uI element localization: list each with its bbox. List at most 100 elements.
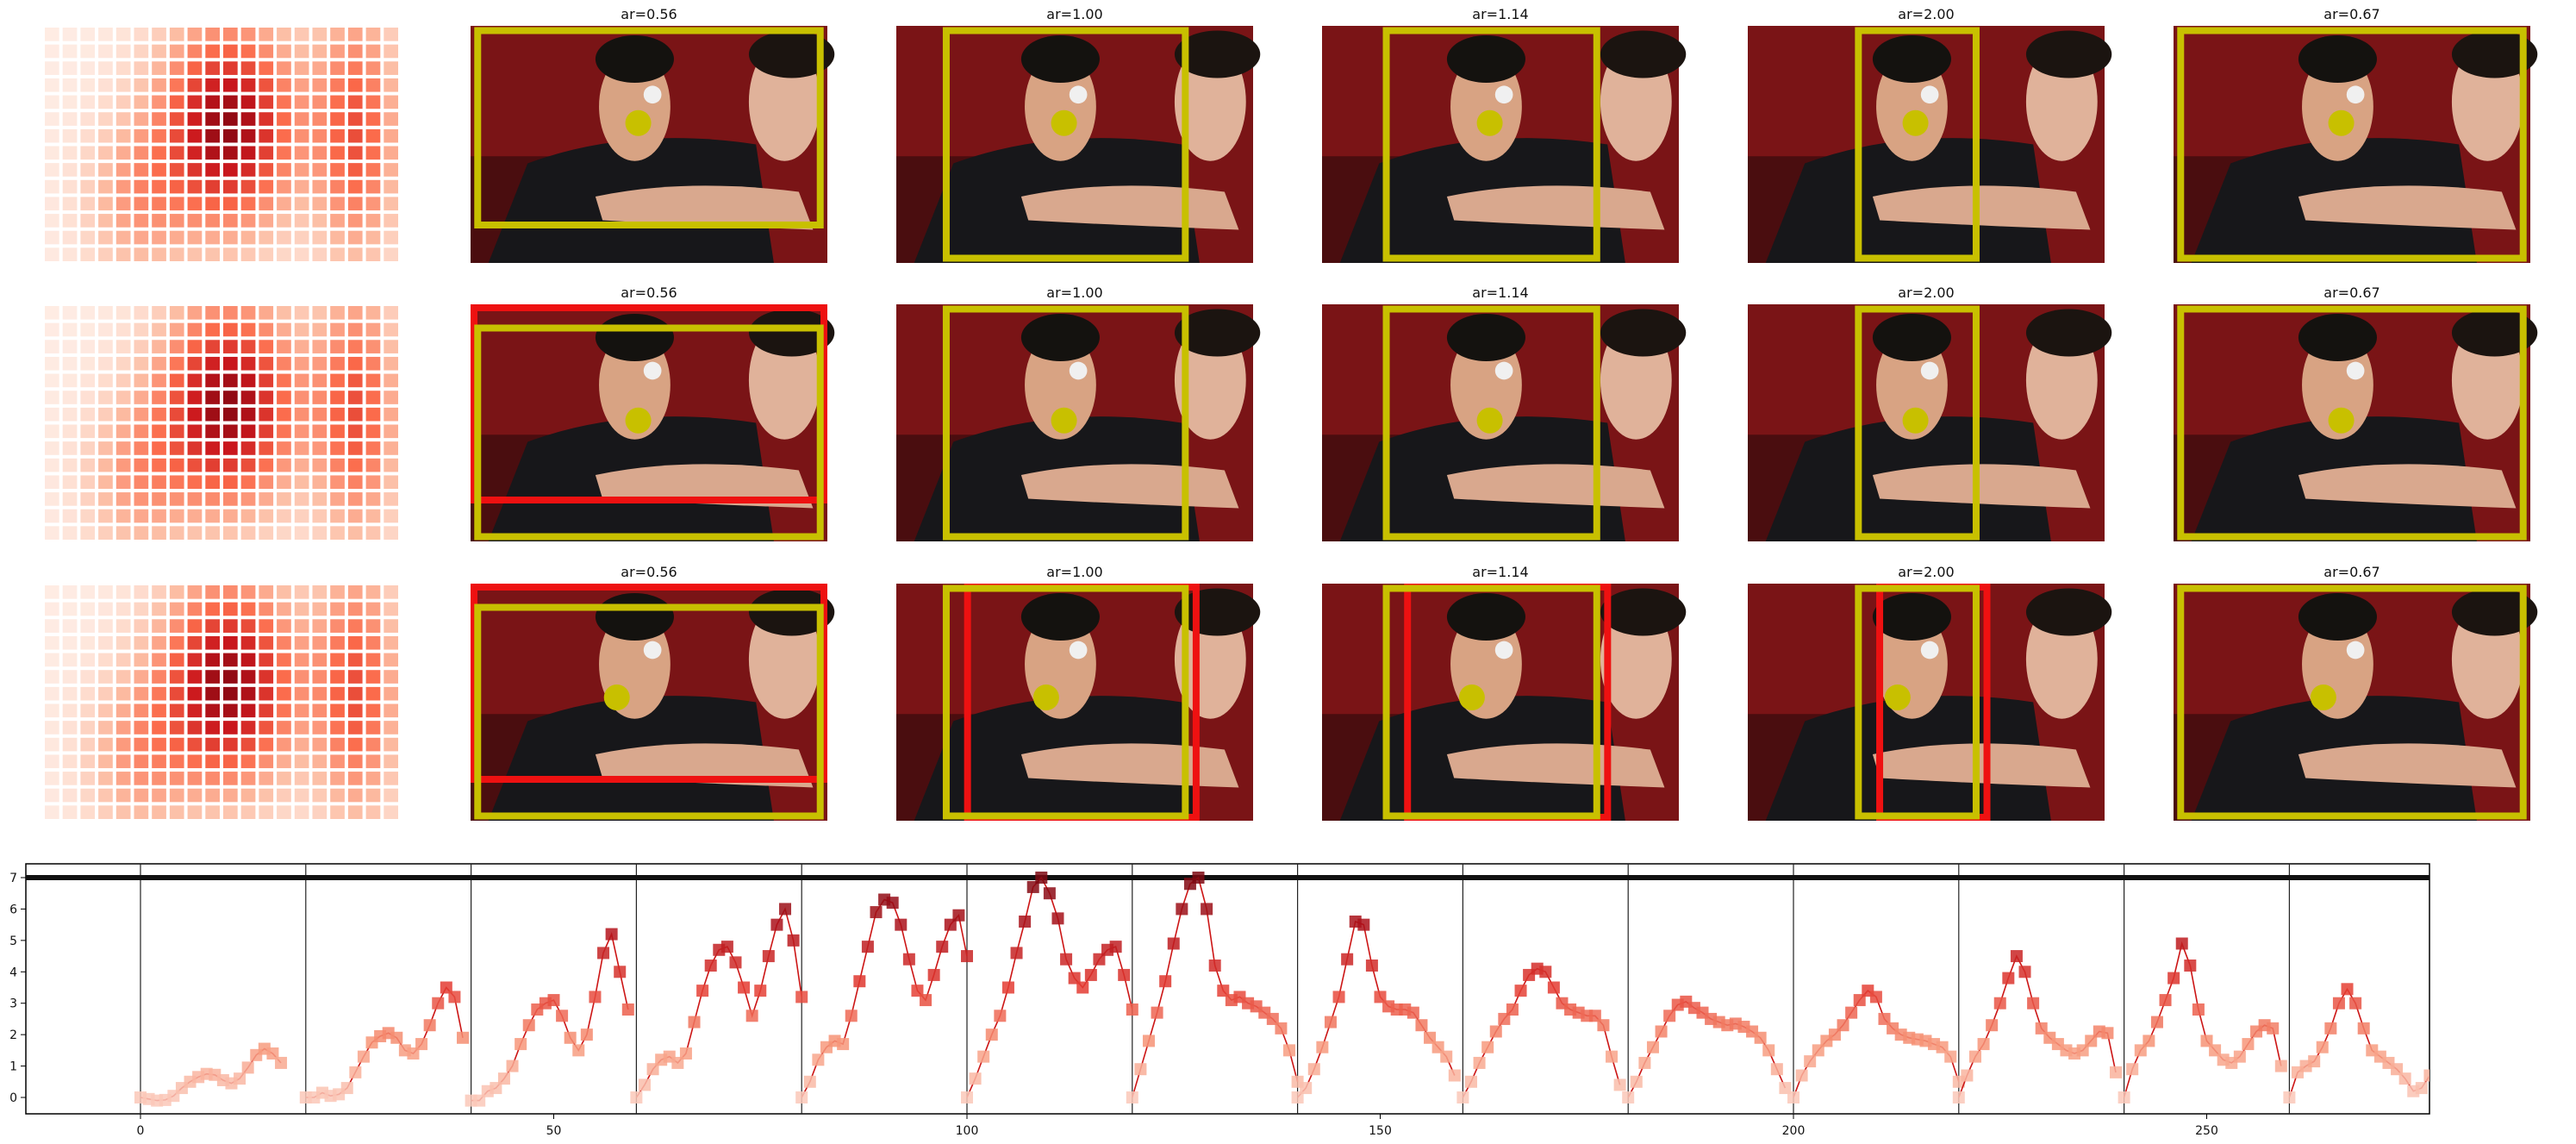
- heatmap-cell: [347, 788, 363, 803]
- heatmap-cell: [115, 721, 131, 735]
- data-point: [2242, 1038, 2255, 1051]
- heatmap-cell: [294, 214, 309, 228]
- data-point: [1655, 1025, 1668, 1038]
- heatmap-cell: [98, 44, 113, 59]
- series-segment: [1622, 995, 1792, 1103]
- heatmap-cell: [134, 163, 149, 177]
- data-point: [2110, 1066, 2123, 1078]
- heatmap-cell: [187, 721, 203, 735]
- heatmap-cell: [240, 28, 256, 41]
- heatmap-cell: [169, 754, 184, 769]
- table-tennis-players-photo: ar=1.14: [1322, 284, 1687, 541]
- heatmap-cell: [384, 306, 398, 320]
- data-point: [1489, 1025, 1502, 1038]
- heatmap-cell: [62, 670, 78, 684]
- heatmap-cell: [187, 373, 203, 388]
- panel-title: ar=0.56: [621, 284, 677, 301]
- heatmap-cell: [223, 754, 238, 769]
- data-point: [1539, 966, 1552, 978]
- data-point: [2085, 1035, 2098, 1047]
- data-point: [1291, 1091, 1304, 1103]
- heatmap-cell: [347, 737, 363, 752]
- heatmap-cell: [312, 737, 327, 752]
- heatmap-cell: [347, 526, 363, 540]
- data-point: [2035, 1022, 2048, 1035]
- x-tick-label: 50: [546, 1124, 562, 1138]
- data-point: [1787, 1091, 1799, 1103]
- heatmap-cell: [80, 28, 96, 41]
- heatmap-cell: [62, 737, 78, 752]
- heatmap-cell: [259, 128, 274, 143]
- ball: [1920, 641, 1939, 660]
- heatmap-cell: [45, 424, 59, 439]
- heatmap-cell: [312, 635, 327, 650]
- heatmap-cell: [187, 407, 203, 422]
- data-point: [977, 1050, 990, 1063]
- heatmap-cell: [384, 619, 398, 633]
- heatmap-cell: [134, 721, 149, 735]
- heatmap-cell: [347, 112, 363, 126]
- heatmap-cell: [384, 391, 398, 404]
- heatmap-cell: [223, 78, 238, 92]
- heatmap-cell: [169, 146, 184, 160]
- heatmap-cell: [384, 424, 398, 439]
- data-point: [556, 1010, 569, 1022]
- heatmap-cell: [384, 356, 398, 371]
- heatmap-cell: [115, 602, 131, 616]
- data-point: [688, 1016, 701, 1028]
- data-point: [2184, 960, 2197, 972]
- heatmap-cell: [259, 772, 274, 785]
- heatmap-cell: [62, 788, 78, 803]
- heatmap-cell: [277, 441, 291, 455]
- x-tick-label: 250: [2195, 1124, 2218, 1138]
- heatmap-cell: [312, 306, 327, 320]
- heatmap-cell: [277, 163, 291, 177]
- heatmap-cell: [312, 703, 327, 718]
- heatmap-cell: [312, 28, 327, 41]
- heatmap-cell: [294, 509, 309, 523]
- heatmap-cell: [187, 686, 203, 701]
- heatmap-cell: [98, 721, 113, 735]
- heatmap-cell: [45, 306, 59, 320]
- heatmap-cell: [223, 230, 238, 245]
- heatmap-cell: [223, 526, 238, 540]
- heatmap-cell: [365, 214, 381, 228]
- heatmap-cell: [152, 163, 166, 177]
- heatmap-cell: [277, 78, 291, 92]
- heatmap-cell: [134, 441, 149, 455]
- heatmap-cell: [80, 179, 96, 194]
- heatmap-cell: [294, 340, 309, 353]
- heatmap-cell: [223, 721, 238, 735]
- heatmap-cell: [259, 78, 274, 92]
- heatmap-cell: [277, 247, 291, 261]
- heatmap-cell: [277, 44, 291, 59]
- heatmap-cell: [62, 602, 78, 616]
- heatmap-cell: [169, 356, 184, 371]
- heatmap-cell: [98, 407, 113, 422]
- heatmap-cell: [294, 28, 309, 41]
- heatmap-cell: [240, 441, 256, 455]
- heatmap-cell: [312, 721, 327, 735]
- heatmap-cell: [330, 721, 345, 735]
- heatmap-cell: [134, 805, 149, 819]
- heatmap-cell: [223, 214, 238, 228]
- heatmap-cell: [330, 526, 345, 540]
- heatmap-cell: [294, 356, 309, 371]
- ball: [643, 361, 662, 380]
- heatmap-cell: [259, 458, 274, 472]
- heatmap-cell: [240, 44, 256, 59]
- heatmap-cell: [223, 458, 238, 472]
- plot-frame: [25, 863, 2430, 1115]
- heatmap-cell: [80, 788, 96, 803]
- heatmap-cell: [294, 475, 309, 490]
- heatmap-cell: [240, 492, 256, 506]
- heatmap-cell: [259, 322, 274, 337]
- heatmap-cell: [240, 95, 256, 109]
- heatmap-cell: [294, 179, 309, 194]
- heatmap-cell: [115, 214, 131, 228]
- series-group: [134, 872, 2429, 1107]
- heatmap-cell: [384, 322, 398, 337]
- heatmap-cell: [169, 475, 184, 490]
- heatmap-cell: [223, 95, 238, 109]
